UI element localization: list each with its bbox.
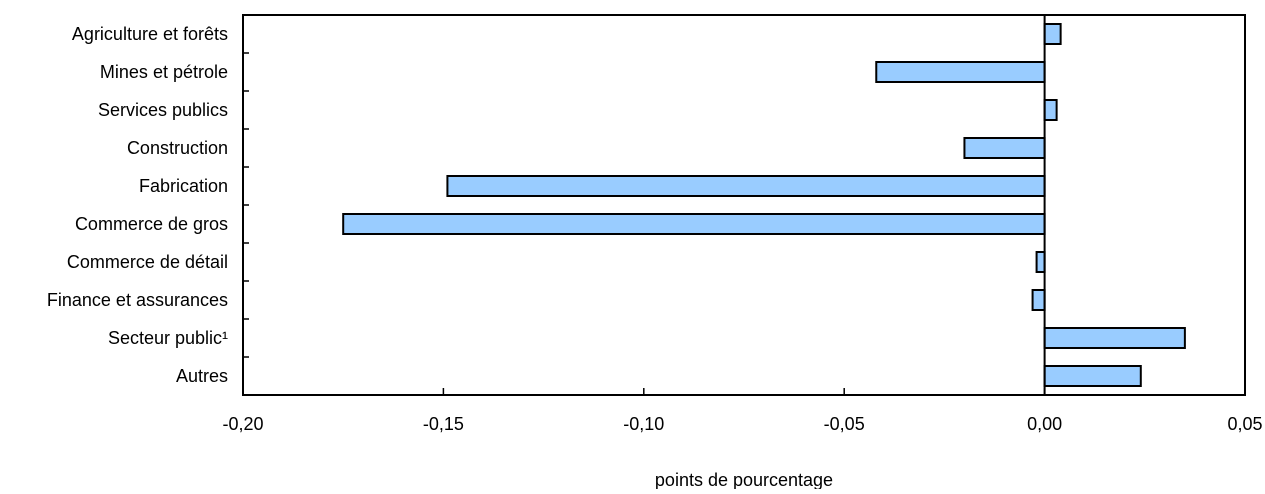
category-label: Autres xyxy=(176,366,228,386)
category-label: Agriculture et forêts xyxy=(72,24,228,44)
bar-2 xyxy=(875,61,1046,83)
plot-frame-group xyxy=(242,14,1246,396)
x-axis-title: points de pourcentage xyxy=(655,470,833,489)
category-label: Fabrication xyxy=(139,176,228,196)
category-label: Finance et assurances xyxy=(47,290,228,310)
bar-8 xyxy=(1031,289,1046,311)
category-label: Services publics xyxy=(98,100,228,120)
bar-5 xyxy=(446,175,1046,197)
bar-3 xyxy=(1043,99,1058,121)
bars-group xyxy=(342,23,1186,387)
x-tick-label: -0,05 xyxy=(824,414,865,434)
bar-10 xyxy=(1043,365,1142,387)
category-label: Commerce de détail xyxy=(67,252,228,272)
bar-4 xyxy=(963,137,1046,159)
category-labels-group: Agriculture et forêts Mines et pétrole Ser… xyxy=(47,24,228,386)
category-label: Mines et pétrole xyxy=(100,62,228,82)
bar-7 xyxy=(1035,251,1046,273)
x-tick-label: 0,00 xyxy=(1027,414,1062,434)
x-tick-label: -0,10 xyxy=(623,414,664,434)
x-tick-label: -0,20 xyxy=(222,414,263,434)
x-tick-label: 0,05 xyxy=(1227,414,1262,434)
bar-1 xyxy=(1043,23,1062,45)
x-tick-label: -0,15 xyxy=(423,414,464,434)
category-label: Construction xyxy=(127,138,228,158)
bar-6 xyxy=(342,213,1046,235)
category-label: Commerce de gros xyxy=(75,214,228,234)
x-ticks-group: -0,20 -0,15 -0,10 -0,05 0,00 0,05 xyxy=(222,388,1263,434)
bar-9 xyxy=(1043,327,1186,349)
category-label: Secteur public¹ xyxy=(108,328,228,348)
